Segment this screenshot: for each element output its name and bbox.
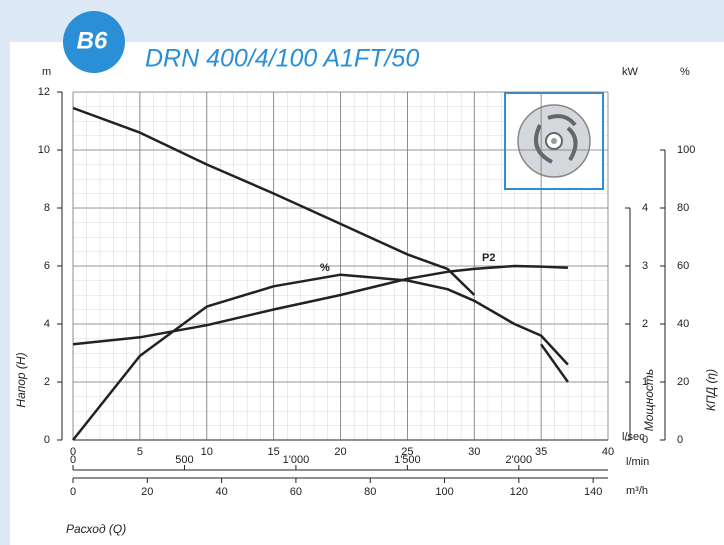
y3-tick-label: 100 bbox=[677, 144, 695, 156]
x2ticks-label: 2'000 bbox=[506, 454, 533, 466]
badge bbox=[63, 11, 125, 73]
x2ticks-label: 1'500 bbox=[394, 454, 421, 466]
y-axis-title: Напор (H) bbox=[14, 352, 28, 407]
y3-axis-title: КПД (η) bbox=[704, 369, 718, 411]
x-tick-label: 15 bbox=[268, 446, 280, 458]
x3ticks-label: 100 bbox=[435, 486, 453, 498]
y3-tick-label: 0 bbox=[677, 434, 683, 446]
curve bbox=[72, 264, 568, 346]
x-tick-label: 25 bbox=[401, 446, 413, 458]
y-unit: m bbox=[42, 66, 51, 78]
y2-tick-label: 3 bbox=[642, 260, 648, 272]
x3ticks-label: 40 bbox=[215, 486, 227, 498]
badge-text: B6 bbox=[77, 27, 108, 54]
impeller-icon bbox=[517, 104, 591, 178]
x3ticks-label: 80 bbox=[364, 486, 376, 498]
y-tick-label: 6 bbox=[44, 260, 50, 272]
y-tick-label: 10 bbox=[38, 144, 50, 156]
x2-unit: l/min bbox=[626, 456, 649, 468]
x2ticks-label: 0 bbox=[70, 454, 76, 466]
x3ticks-label: 140 bbox=[584, 486, 602, 498]
y3-unit: % bbox=[680, 66, 690, 78]
y2-axis-title: Мощность bbox=[642, 369, 656, 431]
x-axis-title: Расход (Q) bbox=[66, 522, 126, 536]
y3-tick-label: 80 bbox=[677, 202, 689, 214]
x-tick-label: 10 bbox=[201, 446, 213, 458]
x-tick-label: 5 bbox=[137, 446, 143, 458]
y-tick-label: 0 bbox=[44, 434, 50, 446]
y2-tick-label: 4 bbox=[642, 202, 648, 214]
y2-tick-label: 2 bbox=[642, 318, 648, 330]
x-tick-label: 30 bbox=[468, 446, 480, 458]
x3ticks-label: 60 bbox=[290, 486, 302, 498]
x2ticks-label: 500 bbox=[175, 454, 193, 466]
x-tick-label: 20 bbox=[334, 446, 346, 458]
chart-title: DRN 400/4/100 A1FT/50 bbox=[145, 45, 419, 73]
y3-tick-label: 20 bbox=[677, 376, 689, 388]
y2-unit: kW bbox=[622, 66, 639, 78]
curve bbox=[72, 106, 569, 383]
x-tick-label: 35 bbox=[535, 446, 547, 458]
y-tick-label: 2 bbox=[44, 376, 50, 388]
curve bbox=[72, 273, 569, 441]
x3ticks-label: 20 bbox=[141, 486, 153, 498]
y2-tick-label: 0 bbox=[642, 434, 648, 446]
x-tick-label: 0 bbox=[70, 446, 76, 458]
y3-tick-label: 60 bbox=[677, 260, 689, 272]
x3ticks-label: 120 bbox=[510, 486, 528, 498]
y-tick-label: 8 bbox=[44, 202, 50, 214]
curve-label: % bbox=[320, 262, 330, 274]
y-tick-label: 12 bbox=[38, 86, 50, 98]
x3ticks-label: 0 bbox=[70, 486, 76, 498]
y3-tick-label: 40 bbox=[677, 318, 689, 330]
x-tick-label: 40 bbox=[602, 446, 614, 458]
y-tick-label: 4 bbox=[44, 318, 50, 330]
y2-tick-label: 1 bbox=[642, 376, 648, 388]
x3-unit: m³/h bbox=[626, 485, 648, 497]
x2ticks-label: 1'000 bbox=[283, 454, 310, 466]
curve-label: P2 bbox=[482, 252, 495, 264]
